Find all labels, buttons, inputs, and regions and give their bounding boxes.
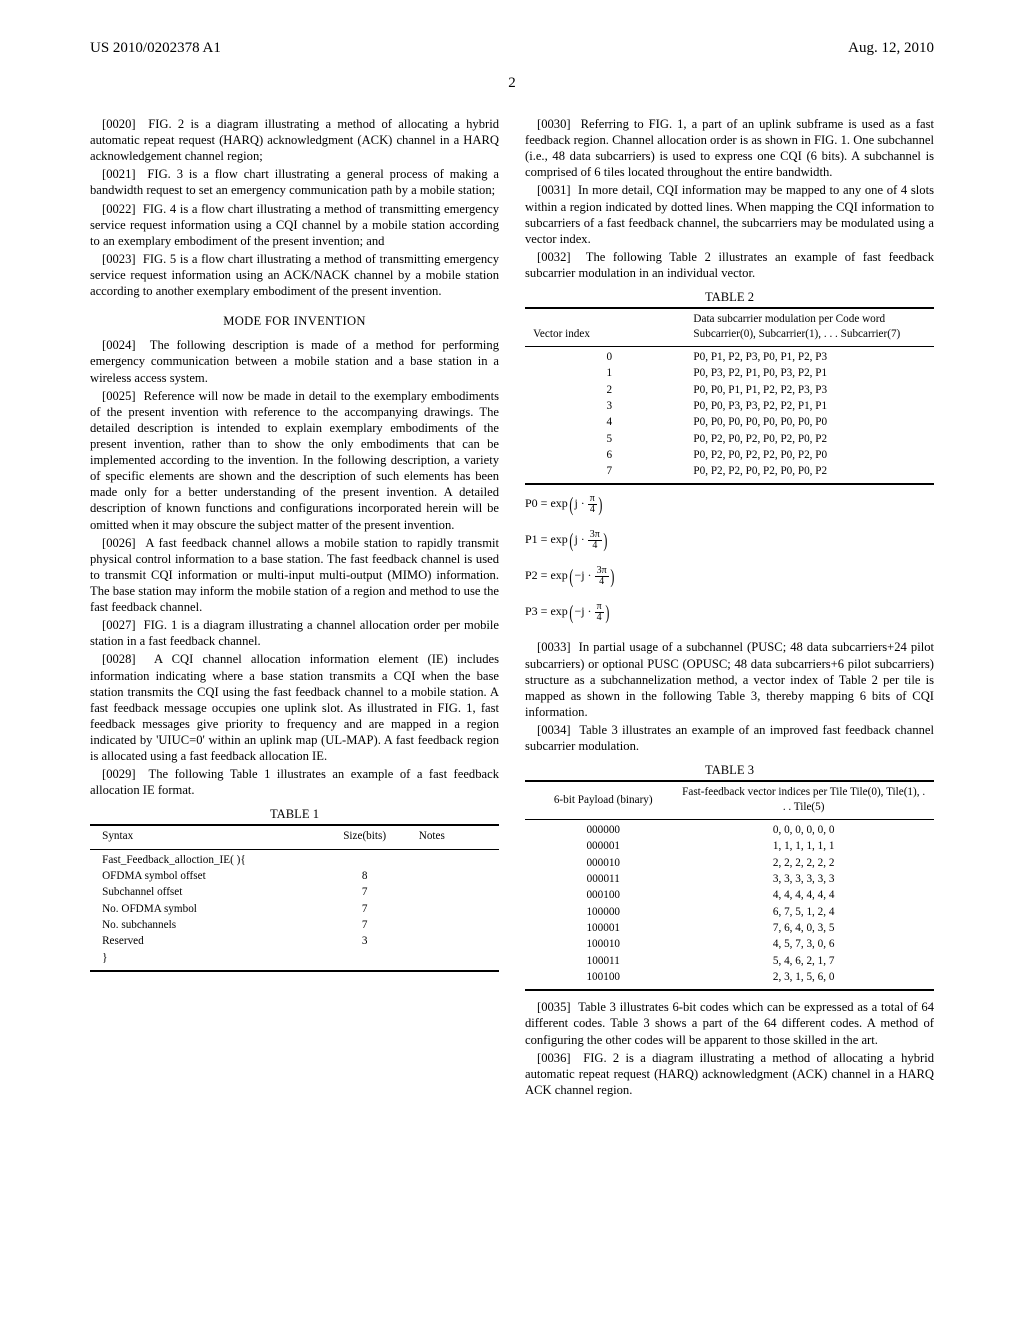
table2-rule-bot bbox=[525, 483, 934, 485]
table2-h1: Vector index bbox=[529, 311, 689, 342]
table1-rule-bot bbox=[90, 970, 499, 972]
left-column: [0020] FIG. 2 is a diagram illustrating … bbox=[90, 116, 499, 1100]
para-0024: [0024] The following description is made… bbox=[90, 337, 499, 385]
equation-p0: P0 = exp(j · π4) bbox=[525, 489, 934, 521]
page-header: US 2010/0202378 A1 Aug. 12, 2010 bbox=[0, 0, 1024, 65]
para-0020: [0020] FIG. 2 is a diagram illustrating … bbox=[90, 116, 499, 164]
para-0022: [0022] FIG. 4 is a flow chart illustrati… bbox=[90, 201, 499, 249]
para-0035: [0035] Table 3 illustrates 6-bit codes w… bbox=[525, 999, 934, 1047]
para-0034: [0034] Table 3 illustrates an example of… bbox=[525, 722, 934, 754]
para-0033: [0033] In partial usage of a subchannel … bbox=[525, 639, 934, 720]
table-row: 1000006, 7, 5, 1, 2, 4 bbox=[529, 904, 930, 920]
table-row: Subchannel offset7 bbox=[94, 884, 495, 900]
table3-rule-bot bbox=[525, 989, 934, 991]
table-row: } bbox=[94, 950, 495, 966]
para-0028: [0028] A CQI channel allocation informat… bbox=[90, 651, 499, 764]
body-columns: [0020] FIG. 2 is a diagram illustrating … bbox=[0, 116, 1024, 1100]
para-0026: [0026] A fast feedback channel allows a … bbox=[90, 535, 499, 616]
table-row: 1000115, 4, 6, 2, 1, 7 bbox=[529, 953, 930, 969]
table-row: 1000104, 5, 7, 3, 0, 6 bbox=[529, 936, 930, 952]
table-row: 6-bit Payload (binary) Fast-feedback vec… bbox=[529, 784, 930, 815]
table-row: 7P0, P2, P2, P0, P2, P0, P0, P2 bbox=[529, 463, 930, 479]
para-0036: [0036] FIG. 2 is a diagram illustrating … bbox=[525, 1050, 934, 1098]
table3-h2: Fast-feedback vector indices per Tile Ti… bbox=[677, 784, 930, 815]
table-row: OFDMA symbol offset8 bbox=[94, 868, 495, 884]
para-0030: [0030] Referring to FIG. 1, a part of an… bbox=[525, 116, 934, 180]
table3-rule-top bbox=[525, 780, 934, 782]
table-row: Fast_Feedback_alloction_IE( ){ bbox=[94, 852, 495, 868]
page-number-top: 2 bbox=[0, 75, 1024, 92]
table3-rule-mid bbox=[525, 819, 934, 820]
para-0031: [0031] In more detail, CQI information m… bbox=[525, 182, 934, 246]
table-row: Vector index Data subcarrier modulation … bbox=[529, 311, 930, 342]
right-column: [0030] Referring to FIG. 1, a part of an… bbox=[525, 116, 934, 1100]
table-row: 1001002, 3, 1, 5, 6, 0 bbox=[529, 969, 930, 985]
table1-rule-mid bbox=[90, 849, 499, 850]
pub-date: Aug. 12, 2010 bbox=[848, 40, 934, 57]
table-row: 2P0, P0, P1, P1, P2, P2, P3, P3 bbox=[529, 382, 930, 398]
para-0023: [0023] FIG. 5 is a flow chart illustrati… bbox=[90, 251, 499, 299]
para-0025: [0025] Reference will now be made in det… bbox=[90, 388, 499, 533]
table2-rule-top bbox=[525, 307, 934, 309]
equation-p2: P2 = exp(−j · 3π4) bbox=[525, 561, 934, 593]
table1-rule-top bbox=[90, 824, 499, 826]
table-row: 0000102, 2, 2, 2, 2, 2 bbox=[529, 855, 930, 871]
table-row: 0000000, 0, 0, 0, 0, 0 bbox=[529, 822, 930, 838]
para-0032: [0032] The following Table 2 illustrates… bbox=[525, 249, 934, 281]
table2-h2: Data subcarrier modulation per Code word… bbox=[689, 311, 930, 342]
equation-p1: P1 = exp(j · 3π4) bbox=[525, 525, 934, 557]
para-0029: [0029] The following Table 1 illustrates… bbox=[90, 766, 499, 798]
table-row: 0001004, 4, 4, 4, 4, 4 bbox=[529, 887, 930, 903]
table-row: 0000113, 3, 3, 3, 3, 3 bbox=[529, 871, 930, 887]
pub-number: US 2010/0202378 A1 bbox=[90, 40, 221, 57]
table3-h1: 6-bit Payload (binary) bbox=[529, 784, 677, 815]
table1-caption: TABLE 1 bbox=[90, 806, 499, 822]
table3-head: 6-bit Payload (binary) Fast-feedback vec… bbox=[529, 784, 930, 815]
table-row: Reserved3 bbox=[94, 933, 495, 949]
table-row: No. subchannels7 bbox=[94, 917, 495, 933]
table1-h1: Syntax bbox=[94, 828, 314, 844]
table2-body: 0P0, P1, P2, P3, P0, P1, P2, P3 1P0, P3,… bbox=[529, 349, 930, 480]
para-0021: [0021] FIG. 3 is a flow chart illustrati… bbox=[90, 166, 499, 198]
table-row: 4P0, P0, P0, P0, P0, P0, P0, P0 bbox=[529, 414, 930, 430]
table-row: No. OFDMA symbol7 bbox=[94, 901, 495, 917]
table-row: 6P0, P2, P0, P2, P2, P0, P2, P0 bbox=[529, 447, 930, 463]
table1-h3: Notes bbox=[415, 828, 495, 844]
table-row: 1000017, 6, 4, 0, 3, 5 bbox=[529, 920, 930, 936]
table-row: 5P0, P2, P0, P2, P0, P2, P0, P2 bbox=[529, 431, 930, 447]
table-row: 0000011, 1, 1, 1, 1, 1 bbox=[529, 838, 930, 854]
table-row: 3P0, P0, P3, P3, P2, P2, P1, P1 bbox=[529, 398, 930, 414]
table-row: 1P0, P3, P2, P1, P0, P3, P2, P1 bbox=[529, 365, 930, 381]
table2-caption: TABLE 2 bbox=[525, 289, 934, 305]
table1: Syntax Size(bits) Notes bbox=[94, 828, 495, 844]
equation-p3: P3 = exp(−j · π4) bbox=[525, 597, 934, 629]
table1-body: Fast_Feedback_alloction_IE( ){ OFDMA sym… bbox=[94, 852, 495, 966]
table3-body: 0000000, 0, 0, 0, 0, 0 0000011, 1, 1, 1,… bbox=[529, 822, 930, 985]
table1-h2: Size(bits) bbox=[315, 828, 415, 844]
table2-head: Vector index Data subcarrier modulation … bbox=[529, 311, 930, 342]
mode-for-invention-heading: MODE FOR INVENTION bbox=[90, 313, 499, 329]
para-0027: [0027] FIG. 1 is a diagram illustrating … bbox=[90, 617, 499, 649]
table2-rule-mid bbox=[525, 346, 934, 347]
table-row: Syntax Size(bits) Notes bbox=[94, 828, 495, 844]
table-row: 0P0, P1, P2, P3, P0, P1, P2, P3 bbox=[529, 349, 930, 365]
table3-caption: TABLE 3 bbox=[525, 762, 934, 778]
